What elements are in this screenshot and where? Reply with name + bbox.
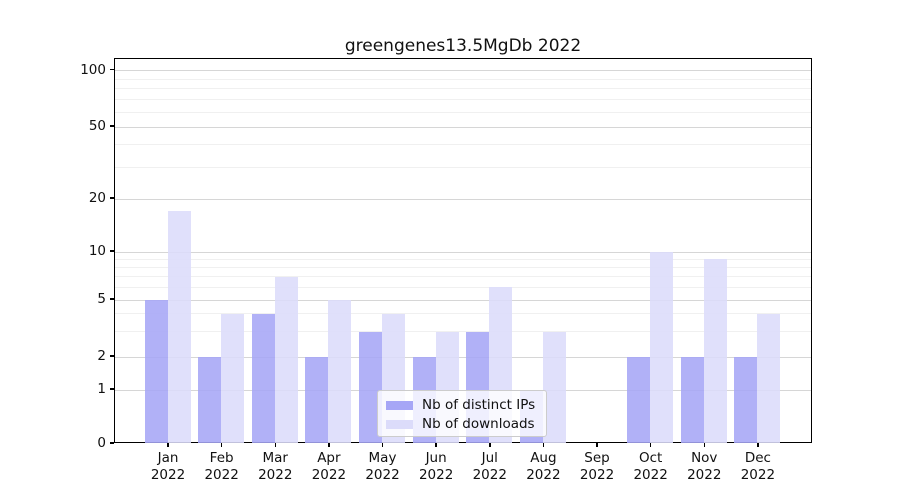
x-tick-label: Nov 2022 (687, 450, 722, 483)
x-tick-mark (703, 443, 706, 447)
legend-label-downloads: Nb of downloads (422, 416, 535, 432)
legend-row-downloads: Nb of downloads (386, 415, 538, 434)
bar-downloads (328, 300, 352, 443)
gridline-minor (115, 313, 811, 315)
x-tick-label: Feb 2022 (204, 450, 239, 483)
gridline-major (115, 126, 811, 128)
gridline-major (115, 198, 811, 200)
bar-downloads (221, 313, 245, 443)
gridline-minor (115, 99, 811, 101)
legend-swatch-distinct-ips (386, 400, 413, 411)
x-tick-label: Jan 2022 (150, 450, 186, 483)
x-tick-mark (381, 443, 384, 447)
bar-distinct-ips (144, 300, 168, 443)
x-tick-label: Sep 2022 (579, 450, 615, 483)
gridline-major (115, 299, 811, 301)
gridline-major (115, 251, 811, 253)
x-tick-mark (328, 443, 330, 447)
bar-distinct-ips (251, 313, 275, 443)
x-tick-mark (489, 443, 491, 447)
y-tick-mark (110, 298, 114, 300)
y-tick-mark (110, 442, 114, 444)
x-tick-mark (757, 443, 759, 447)
y-tick-label: 5 (97, 291, 106, 307)
bar-distinct-ips (305, 357, 329, 443)
x-tick-mark (542, 443, 545, 447)
legend-row-distinct-ips: Nb of distinct IPs (386, 396, 538, 415)
legend-swatch-downloads (386, 419, 413, 430)
bar-distinct-ips (680, 357, 704, 443)
gridline-minor (115, 331, 811, 333)
bar-downloads (757, 313, 781, 443)
y-tick-mark (110, 197, 114, 199)
gridline-major (115, 356, 811, 358)
bar-downloads (167, 211, 191, 443)
bar-downloads (703, 259, 727, 443)
bar-distinct-ips (198, 357, 222, 443)
x-tick-label: Dec 2022 (740, 450, 776, 483)
gridline-minor (115, 276, 811, 278)
bar-downloads (542, 331, 566, 443)
x-tick-label: Oct 2022 (633, 450, 668, 483)
x-tick-mark (220, 443, 223, 447)
x-tick-mark (596, 443, 598, 447)
y-tick-mark (110, 125, 114, 127)
gridline-minor (115, 88, 811, 90)
x-tick-label: Apr 2022 (311, 450, 347, 483)
gridline-minor (115, 111, 811, 113)
gridline-minor (115, 266, 811, 268)
bar-downloads (274, 276, 298, 443)
gridline-minor (115, 144, 811, 146)
x-tick-label: May 2022 (365, 450, 400, 483)
y-tick-mark (110, 355, 114, 357)
x-tick-label: Aug 2022 (526, 450, 561, 483)
x-tick-label: Jun 2022 (418, 450, 454, 483)
bar-downloads (650, 252, 674, 443)
x-tick-mark (435, 443, 437, 447)
legend-label-distinct-ips: Nb of distinct IPs (422, 397, 536, 413)
y-tick-mark (110, 388, 114, 390)
bar-distinct-ips (734, 357, 758, 443)
chart-title: greengenes13.5MgDb 2022 (344, 36, 582, 56)
y-tick-label: 0 (97, 435, 106, 451)
y-tick-label: 50 (88, 118, 106, 134)
x-tick-mark (649, 443, 652, 447)
plot-area (114, 58, 812, 443)
gridline-major (115, 70, 811, 71)
y-tick-label: 2 (97, 348, 106, 364)
y-tick-label: 1 (97, 381, 106, 397)
x-tick-mark (167, 443, 169, 447)
y-tick-label: 20 (88, 190, 106, 206)
y-tick-label: 100 (80, 61, 106, 78)
x-tick-label: Jul 2022 (472, 450, 507, 483)
gridline-minor (115, 166, 811, 168)
gridline-minor (115, 78, 811, 80)
x-tick-label: Mar 2022 (258, 450, 293, 483)
y-tick-mark (110, 68, 114, 71)
y-tick-mark (110, 250, 114, 252)
y-tick-label: 10 (88, 243, 106, 259)
bar-distinct-ips (359, 331, 382, 443)
x-tick-mark (274, 443, 276, 447)
gridline-minor (115, 258, 811, 260)
gridline-minor (115, 286, 811, 288)
bar-distinct-ips (627, 357, 651, 443)
legend: Nb of distinct IPs Nb of downloads (377, 390, 547, 437)
